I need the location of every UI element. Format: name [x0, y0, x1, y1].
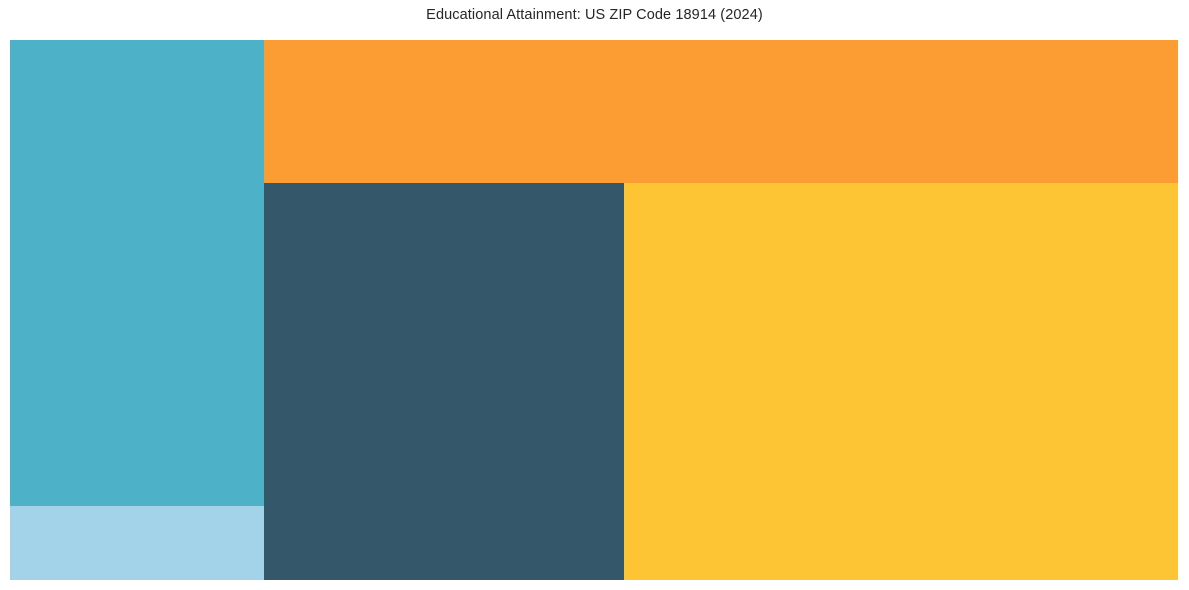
- tile-associate-degree[interactable]: Associate degree: [624, 183, 1178, 580]
- treemap-plot-area: Associate degreeSome college, no degreeH…: [10, 40, 1178, 580]
- chart-title: Educational Attainment: US ZIP Code 1891…: [426, 7, 763, 23]
- tile-bachelors-degree[interactable]: Bachelor's degree: [10, 40, 264, 506]
- tile-high-school-graduate[interactable]: High school graduate: [264, 40, 1178, 183]
- tile-graduate-or-professional-degree[interactable]: Graduate or professional degree: [10, 506, 264, 580]
- tile-some-college-no-degree[interactable]: Some college, no degree: [264, 183, 624, 580]
